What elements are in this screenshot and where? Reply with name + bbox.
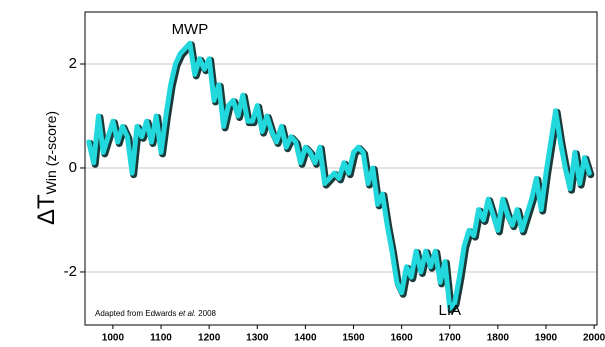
x-tick-label: 1800: [487, 333, 510, 344]
y-label-sub: Win: [43, 170, 59, 194]
x-tick-label: 1200: [198, 333, 221, 344]
x-tick-label: 1700: [439, 333, 462, 344]
y-label-main: ΔT: [33, 194, 60, 225]
note-part: 2008: [196, 309, 217, 318]
source-note: Adapted from Edwards et al. 2008: [95, 309, 217, 318]
line: [86, 40, 592, 311]
annotation: MWP: [172, 21, 209, 38]
x-tick-label: 1900: [535, 333, 558, 344]
y-tick-label: 2: [69, 55, 77, 72]
x-tick-label: 1100: [150, 333, 172, 344]
y-tick-label: -2: [64, 263, 77, 280]
y-tick-label: 0: [69, 159, 77, 176]
note-part: Adapted from Edwards: [95, 309, 179, 318]
x-tick-label: 1300: [246, 333, 269, 344]
note-part: et al.: [179, 309, 196, 318]
y-label-unit: (z-score): [43, 111, 59, 166]
plot-frame: [84, 11, 598, 326]
x-tick-label: 2000: [583, 333, 605, 344]
x-tick-label: 1500: [342, 333, 365, 344]
x-tick-label: 1000: [102, 333, 125, 344]
y-axis-label: ΔTWin (z-score): [33, 111, 60, 225]
x-tick-label: 1600: [391, 333, 414, 344]
x-tick-label: 1400: [294, 333, 317, 344]
annotation: LIA: [438, 302, 461, 319]
